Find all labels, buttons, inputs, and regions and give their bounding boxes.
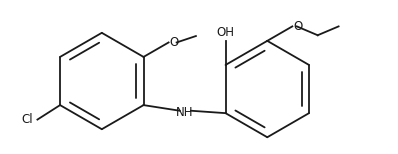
Text: O: O <box>293 20 302 33</box>
Text: Cl: Cl <box>22 113 33 126</box>
Text: OH: OH <box>217 26 234 39</box>
Text: NH: NH <box>176 106 193 119</box>
Text: O: O <box>170 36 179 49</box>
